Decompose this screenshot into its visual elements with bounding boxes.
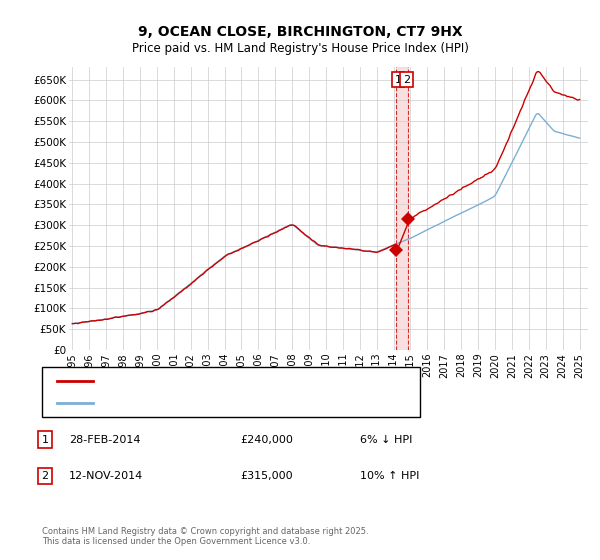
- Text: £240,000: £240,000: [240, 435, 293, 445]
- Text: 2: 2: [41, 471, 49, 481]
- Text: Contains HM Land Registry data © Crown copyright and database right 2025.
This d: Contains HM Land Registry data © Crown c…: [42, 526, 368, 546]
- Text: 12-NOV-2014: 12-NOV-2014: [69, 471, 143, 481]
- Bar: [396, 67, 408, 350]
- Text: 6% ↓ HPI: 6% ↓ HPI: [360, 435, 412, 445]
- Text: 1: 1: [395, 74, 401, 85]
- Text: 10% ↑ HPI: 10% ↑ HPI: [360, 471, 419, 481]
- Text: 9, OCEAN CLOSE, BIRCHINGTON, CT7 9HX (detached house): 9, OCEAN CLOSE, BIRCHINGTON, CT7 9HX (de…: [99, 376, 412, 386]
- Text: 1: 1: [41, 435, 49, 445]
- Text: £315,000: £315,000: [240, 471, 293, 481]
- Text: 9, OCEAN CLOSE, BIRCHINGTON, CT7 9HX: 9, OCEAN CLOSE, BIRCHINGTON, CT7 9HX: [137, 25, 463, 39]
- Text: 28-FEB-2014: 28-FEB-2014: [69, 435, 140, 445]
- Text: 2: 2: [403, 74, 410, 85]
- Text: Price paid vs. HM Land Registry's House Price Index (HPI): Price paid vs. HM Land Registry's House …: [131, 42, 469, 55]
- Text: HPI: Average price, detached house, Thanet: HPI: Average price, detached house, Than…: [99, 398, 328, 408]
